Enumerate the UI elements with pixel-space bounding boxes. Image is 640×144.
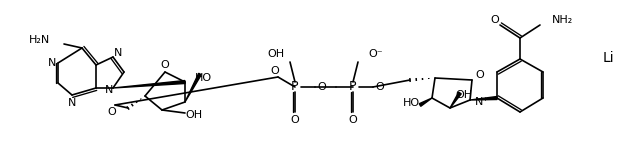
Text: O⁻: O⁻ xyxy=(368,49,383,59)
Text: P: P xyxy=(291,80,299,93)
Text: O: O xyxy=(291,115,300,125)
Text: O: O xyxy=(349,115,357,125)
Text: O: O xyxy=(108,107,116,117)
Polygon shape xyxy=(419,98,432,106)
Text: H₂N: H₂N xyxy=(29,35,50,45)
Text: N⁺: N⁺ xyxy=(475,97,489,107)
Polygon shape xyxy=(470,96,497,100)
Text: P: P xyxy=(349,80,356,93)
Text: O: O xyxy=(271,66,280,76)
Polygon shape xyxy=(185,73,202,102)
Text: O: O xyxy=(317,82,326,92)
Text: O: O xyxy=(476,70,484,80)
Polygon shape xyxy=(450,92,461,108)
Text: O: O xyxy=(376,82,385,92)
Text: N: N xyxy=(68,98,76,108)
Text: NH₂: NH₂ xyxy=(552,15,573,25)
Text: OH: OH xyxy=(455,90,472,100)
Text: O: O xyxy=(161,60,170,70)
Polygon shape xyxy=(113,80,185,88)
Text: N: N xyxy=(105,85,113,95)
Text: O: O xyxy=(491,15,499,25)
Text: N: N xyxy=(114,48,122,58)
Text: OH: OH xyxy=(185,110,202,120)
Text: HO: HO xyxy=(403,98,420,108)
Text: HO: HO xyxy=(195,73,212,83)
Text: N: N xyxy=(48,58,56,68)
Text: Li: Li xyxy=(602,51,614,65)
Text: OH: OH xyxy=(268,49,285,59)
